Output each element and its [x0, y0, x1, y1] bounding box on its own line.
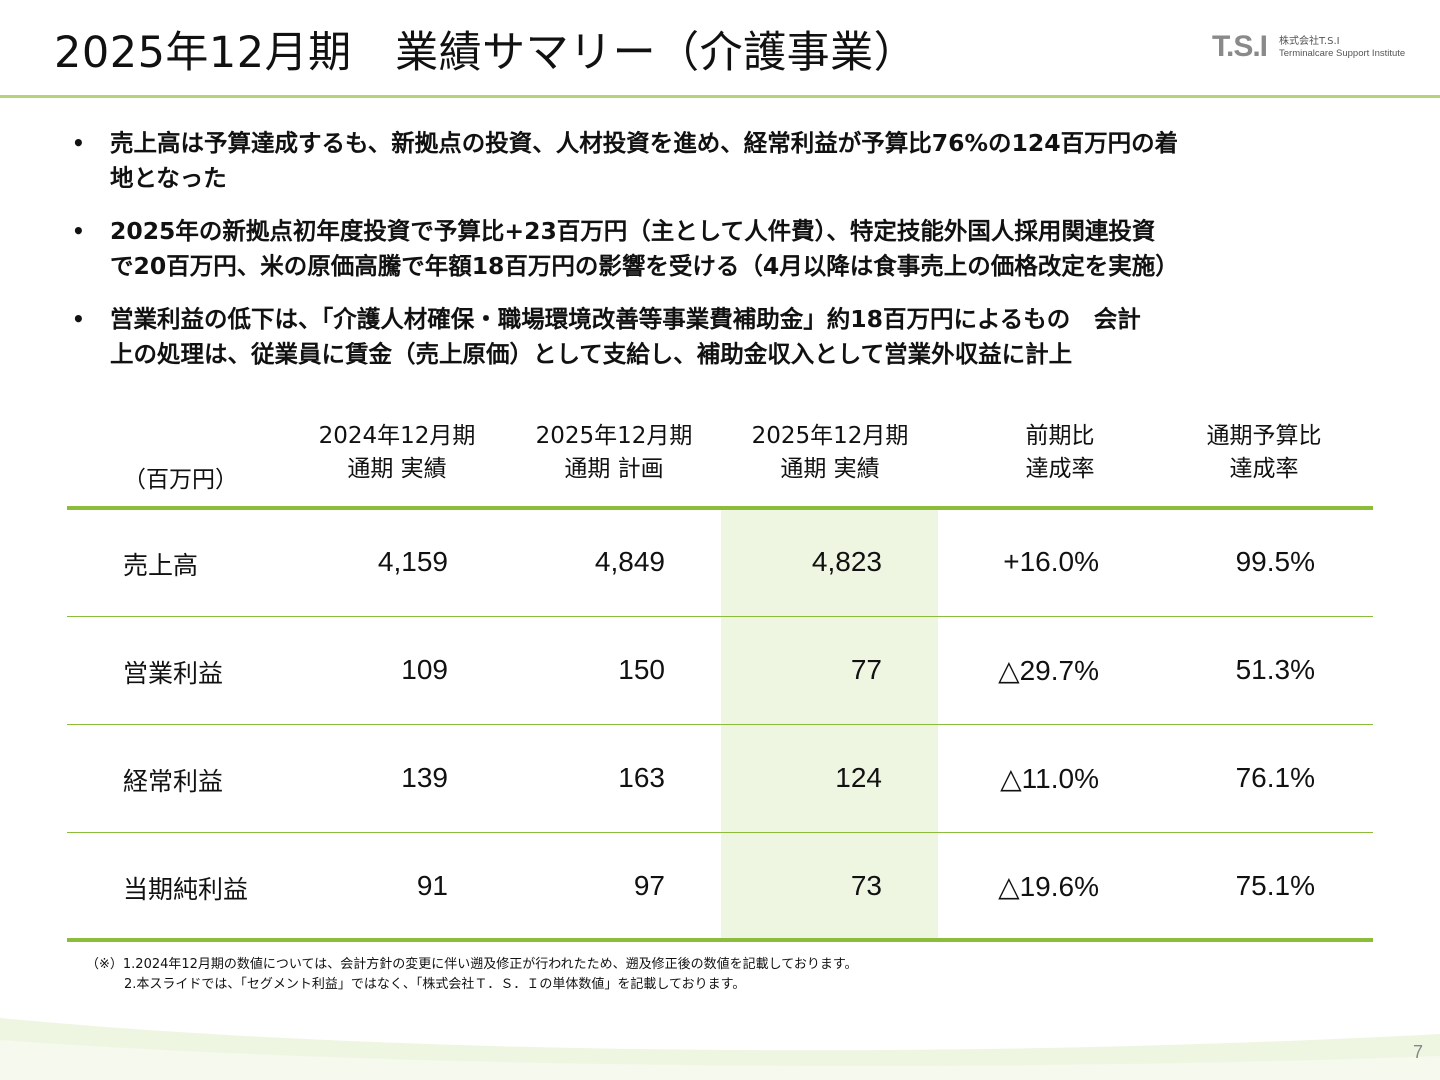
header-line: 2025年12月期 [751, 423, 909, 449]
cell-value: 99.5% [1235, 546, 1315, 577]
header-budget-rate: 通期予算比 達成率 [1154, 420, 1374, 486]
title-divider [0, 95, 1440, 98]
bullet-item: • 売上高は予算達成するも、新拠点の投資、人材投資を進め、経常利益が予算比76%… [72, 126, 1372, 196]
cell-value: △29.7% [998, 655, 1099, 686]
cell-value: 124 [835, 762, 882, 793]
cell-value: 4,823 [811, 546, 882, 577]
footnote-line: （※）1.2024年12月期の数値については、会計方針の変更に伴い遡及修正が行わ… [86, 957, 858, 972]
bullet-line: 上の処理は、従業員に賃金（売上原価）として支給し、補助金収入として営業外収益に計… [110, 340, 1073, 368]
row-label: 当期純利益 [123, 875, 249, 904]
page-number: 7 [1413, 1042, 1424, 1062]
page-title: 2025年12月期 業績サマリー（介護事業） [54, 28, 918, 78]
cell-value: 97 [633, 870, 665, 901]
header-line: 2025年12月期 [535, 423, 693, 449]
header-line: 2024年12月期 [318, 423, 476, 449]
footnotes: （※）1.2024年12月期の数値については、会計方針の変更に伴い遡及修正が行わ… [86, 955, 858, 995]
row-divider [67, 724, 1373, 725]
table-row: 売上高 4,159 4,849 4,823 +16.0% 99.5% [67, 510, 1373, 618]
company-logo: T.S.I 株式会社T.S.I Terminalcare Support Ins… [1212, 30, 1417, 66]
footnote-line: 2.本スライドでは、「セグメント利益」ではなく、「株式会社Ｔ．Ｓ．Ｉの単体数値」… [124, 977, 746, 992]
bullet-line: で20百万円、米の原価高騰で年額18百万円の影響を受ける（4月以降は食事売上の価… [110, 252, 1179, 280]
bullet-dot: • [72, 219, 85, 243]
logo-company-name: 株式会社T.S.I [1279, 36, 1340, 47]
header-fy2024-actual: 2024年12月期 通期 実績 [287, 420, 507, 486]
cell-value: △19.6% [998, 871, 1099, 902]
row-label: 経常利益 [123, 767, 224, 796]
table-row: 営業利益 109 150 77 △29.7% 51.3% [67, 618, 1373, 726]
header-yoy-rate: 前期比 達成率 [950, 420, 1170, 486]
summary-bullets: • 売上高は予算達成するも、新拠点の投資、人材投資を進め、経常利益が予算比76%… [72, 126, 1372, 390]
header-line: 前期比 [1025, 423, 1095, 449]
cell-value: 75.1% [1235, 870, 1315, 901]
header-line: 通期 実績 [347, 456, 447, 482]
header-line: 達成率 [1229, 456, 1299, 482]
bullet-dot: • [72, 307, 85, 331]
cell-value: 4,849 [594, 546, 665, 577]
bullet-line: 地となった [110, 164, 227, 192]
header-line: 通期 計画 [564, 456, 664, 482]
table-row: 経常利益 139 163 124 △11.0% 76.1% [67, 726, 1373, 834]
table-top-rule [67, 506, 1373, 510]
cell-value: 150 [618, 654, 665, 685]
row-divider [67, 616, 1373, 617]
header-fy2025-actual: 2025年12月期 通期 実績 [720, 420, 940, 486]
logo-mark: T.S.I [1212, 30, 1268, 63]
bullet-item: • 2025年の新拠点初年度投資で予算比+23百万円（主として人件費）、特定技能… [72, 214, 1372, 284]
cell-value: 109 [401, 654, 448, 685]
cell-value: 4,159 [377, 546, 448, 577]
bullet-dot: • [72, 131, 85, 155]
row-label: 売上高 [123, 551, 199, 580]
cell-value: 77 [850, 654, 882, 685]
cell-value: 91 [416, 870, 448, 901]
cell-value: 163 [618, 762, 665, 793]
bullet-line: 2025年の新拠点初年度投資で予算比+23百万円（主として人件費）、特定技能外国… [110, 217, 1156, 245]
row-label: 営業利益 [123, 659, 224, 688]
footer-wave-decoration [0, 1018, 1440, 1080]
cell-value: 76.1% [1235, 762, 1315, 793]
header-line: 通期予算比 [1206, 423, 1322, 449]
row-divider [67, 832, 1373, 833]
cell-value: △11.0% [1000, 763, 1099, 794]
header-line: 通期 実績 [780, 456, 880, 482]
table-row: 当期純利益 91 97 73 △19.6% 75.1% [67, 834, 1373, 942]
bullet-line: 営業利益の低下は、「介護人材確保・職場環境改善等事業費補助金」約18百万円による… [110, 305, 1141, 333]
bullet-line: 売上高は予算達成するも、新拠点の投資、人材投資を進め、経常利益が予算比76%の1… [110, 129, 1179, 157]
bullet-item: • 営業利益の低下は、「介護人材確保・職場環境改善等事業費補助金」約18百万円に… [72, 302, 1372, 372]
header-fy2025-plan: 2025年12月期 通期 計画 [504, 420, 724, 486]
cell-value: 73 [850, 870, 882, 901]
unit-label: （百万円） [123, 467, 238, 493]
cell-value: 139 [401, 762, 448, 793]
actual-column-highlight [721, 508, 938, 942]
table-header: （百万円） 2024年12月期 通期 実績 2025年12月期 通期 計画 20… [67, 420, 1373, 508]
header-line: 達成率 [1025, 456, 1095, 482]
cell-value: +16.0% [1003, 546, 1099, 577]
table-bottom-rule [67, 938, 1373, 942]
logo-subtitle: Terminalcare Support Institute [1279, 48, 1406, 59]
cell-value: 51.3% [1235, 654, 1315, 685]
